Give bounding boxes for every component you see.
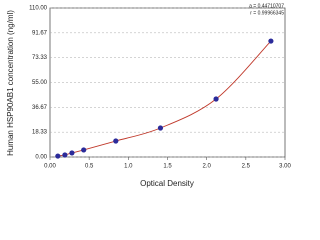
y-tick-label: 110.00 [29,6,48,12]
y-tick-label: 0.00 [35,155,47,161]
point [268,38,274,44]
x-tick-label: 2.0 [202,164,211,170]
point [81,147,87,153]
point [62,152,68,158]
x-tick-label: 0.5 [85,164,94,170]
y-tick-label: 18.33 [32,130,48,136]
point [213,96,219,102]
x-tick-label: 3.00 [279,164,291,170]
point [113,138,119,144]
y-tick-label: 73.33 [32,55,48,61]
annotation: a = 0.44710707 [249,3,284,9]
x-tick-label: 2.5 [242,164,251,170]
y-tick-label: 55.00 [32,80,48,86]
annotation: r = 0.99966345 [250,10,284,16]
x-tick-label: 1.0 [124,164,133,170]
x-tick-label: 0.00 [44,164,56,170]
chart: Optical Density Human HSP90AB1 concentra… [6,3,291,188]
point [157,125,164,131]
y-tick-label: 36.67 [32,105,48,111]
y-tick-label: 91.67 [32,30,48,36]
point [55,153,61,159]
fit-curve [57,40,272,157]
x-axis-title: Optical Density [140,179,194,188]
x-tick-label: 1.5 [163,164,172,170]
y-axis-title: Human HSP90AB1 concentration (ng/ml) [6,10,15,156]
point [69,150,75,156]
